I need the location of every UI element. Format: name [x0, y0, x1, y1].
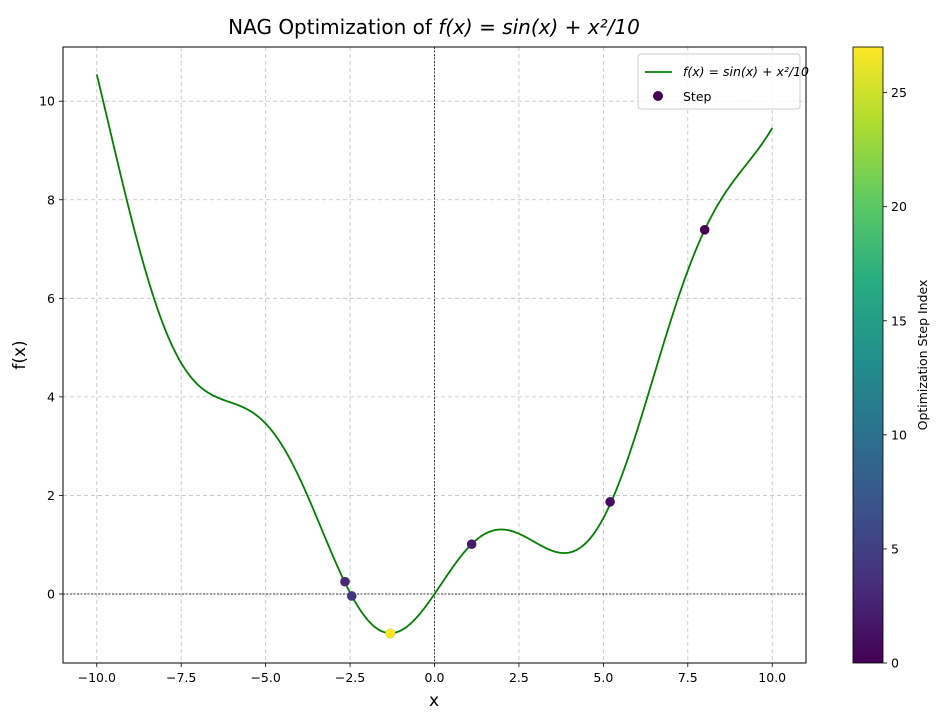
plot-area: −10.0 −7.5 −5.0 −2.5 0.0 2.5 5.0 7.5 10.0 0 2 4 6 8 1…: [39, 46, 807, 685]
x-axis-ticks: −10.0 −7.5 −5.0 −2.5 0.0 2.5 5.0 7.5 10.0: [78, 663, 786, 685]
function-curve: [95, 74, 774, 635]
step-point-1: [605, 497, 615, 507]
chart-title: NAG Optimization of f(x) = sin(x) + x²/1…: [228, 15, 640, 39]
colorbar-tick-label-1: 5: [891, 541, 899, 556]
colorbar-tick-label-4: 20: [891, 199, 907, 214]
y-tick-label-0: 0: [47, 587, 55, 602]
y-tick-label-5: 10: [39, 94, 55, 109]
x-tick-label-0: −10.0: [78, 670, 116, 685]
chart-title-prefix: NAG Optimization of: [228, 15, 438, 39]
colorbar-tick-label-5: 25: [891, 85, 907, 100]
legend-step-label: Step: [683, 89, 712, 104]
x-tick-label-6: 5.0: [593, 670, 613, 685]
chart-title-math: f(x) = sin(x) + x²/10: [438, 15, 640, 39]
step-point-2: [466, 539, 477, 550]
y-axis-label: f(x): [10, 340, 30, 369]
legend: f(x) = sin(x) + x²/10 Step: [637, 53, 809, 110]
x-tick-label-4: 0.0: [425, 670, 445, 685]
step-point-7: [385, 628, 396, 639]
x-tick-label-2: −5.0: [250, 670, 280, 685]
y-tick-label-3: 6: [47, 291, 55, 306]
colorbar-tick-label-2: 10: [891, 427, 907, 442]
x-axis-label: x: [429, 691, 439, 711]
x-tick-label-7: 7.5: [678, 670, 698, 685]
colorbar-gradient: [852, 46, 884, 664]
legend-step-swatch: [653, 91, 663, 101]
colorbar-tick-label-0: 0: [891, 656, 899, 671]
step-point-4: [346, 591, 357, 601]
y-axis-ticks: 0 2 4 6 8 10: [39, 94, 63, 602]
colorbar: 0 5 10 15 20 25 Optimization Step Index: [852, 46, 930, 671]
colorbar-ticks: 0 5 10 15 20 25: [883, 85, 907, 671]
step-points: [340, 225, 710, 639]
x-tick-label-5: 2.5: [509, 670, 529, 685]
y-tick-label-2: 4: [47, 389, 55, 404]
colorbar-label: Optimization Step Index: [915, 280, 930, 431]
x-tick-label-8: 10.0: [758, 670, 786, 685]
y-tick-label-1: 2: [47, 488, 55, 503]
legend-curve-label: f(x) = sin(x) + x²/10: [683, 64, 809, 79]
colorbar-tick-label-3: 15: [891, 313, 907, 328]
step-point-3: [340, 576, 350, 587]
legend-box: [637, 53, 801, 110]
step-point-0: [699, 225, 710, 235]
y-tick-label-4: 8: [47, 192, 55, 207]
x-tick-label-1: −7.5: [166, 670, 196, 685]
x-tick-label-3: −2.5: [335, 670, 365, 685]
